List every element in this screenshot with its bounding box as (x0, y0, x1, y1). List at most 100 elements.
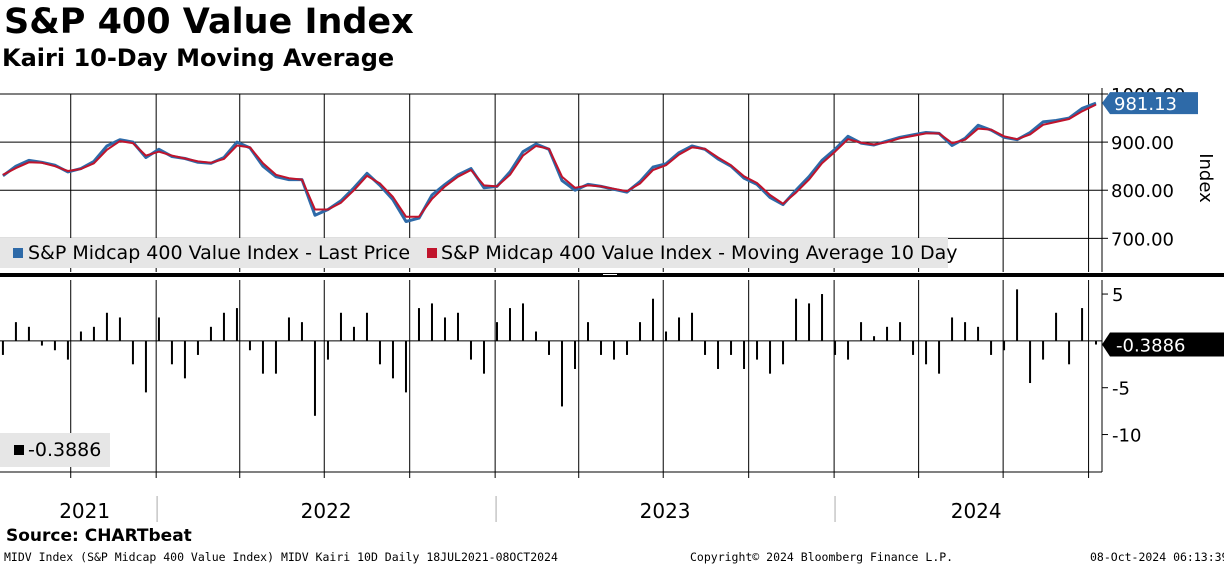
kairi-bar (105, 312, 108, 341)
kairi-bar (821, 294, 824, 341)
kairi-bar (404, 340, 407, 393)
x-axis-year-label: 2021 (59, 499, 110, 523)
kairi-bar (704, 340, 707, 355)
kairi-bar (873, 336, 876, 341)
kairi-bar (834, 340, 837, 355)
kairi-bar (66, 340, 69, 360)
kairi-bar (1095, 340, 1097, 345)
kairi-bar (925, 340, 928, 365)
kairi-bar (118, 317, 121, 341)
kairi-bar (235, 308, 238, 341)
kairi-bar (378, 340, 381, 365)
kairi-bar (678, 317, 681, 341)
kairi-bar (782, 340, 785, 365)
kairi-bar (665, 331, 668, 341)
kairi-bar (391, 340, 394, 379)
kairi-bar (756, 340, 759, 360)
kairi-bar (157, 317, 160, 341)
kairi-bar (938, 340, 941, 374)
kairi-bar (79, 331, 82, 341)
kairi-bar (951, 317, 954, 341)
source-label: Source: CHARTbeat (6, 526, 192, 546)
x-axis-year-label: 2022 (301, 499, 352, 523)
kairi-bar (1081, 308, 1084, 341)
kairi-bar (40, 340, 43, 346)
kairi-bar (691, 312, 694, 341)
kairi-bar (495, 322, 498, 341)
kairi-bar (183, 340, 186, 379)
kairi-bar (430, 303, 433, 341)
kairi-bar (144, 340, 147, 393)
kairi-bar (1016, 289, 1019, 341)
kairi-bar (795, 298, 798, 341)
kairi-bar (339, 312, 342, 341)
kairi-bar (326, 340, 329, 360)
lower-y-tick-label: 5 (1112, 285, 1123, 306)
kairi-bar (574, 340, 577, 369)
kairi-bar (274, 340, 277, 374)
kairi-bar (27, 326, 30, 341)
kairi-bar (600, 340, 603, 355)
kairi-bar (769, 340, 772, 374)
kairi-bar (313, 340, 316, 416)
kairi-bar (482, 340, 485, 374)
panel-divider-grip (603, 274, 617, 275)
kairi-bar (131, 340, 134, 365)
upper-y-tick-label: 900.00 (1111, 133, 1174, 154)
lower-y-tick-label: -10 (1112, 426, 1141, 447)
footer-timestamp: 08-Oct-2024 06:13:39 (1090, 550, 1224, 564)
last-price-tag-label: 981.13 (1114, 94, 1177, 115)
kairi-bar (365, 312, 368, 341)
kairi-bar (808, 303, 811, 341)
kairi-bar (613, 340, 616, 360)
kairi-bar (170, 340, 173, 365)
kairi-bar (652, 298, 655, 341)
kairi-bar (1068, 340, 1071, 365)
kairi-bar (717, 340, 720, 369)
upper-y-axis-title: Index (1195, 153, 1216, 203)
kairi-bar (443, 317, 446, 341)
kairi-last-value-tag-label: -0.3886 (1116, 336, 1185, 357)
kairi-bar (53, 340, 56, 351)
last-price-tag (1102, 92, 1198, 115)
kairi-bar (730, 340, 733, 355)
kairi-bar (886, 326, 889, 341)
kairi-bar (287, 317, 290, 341)
kairi-bar (743, 340, 746, 369)
kairi-bar (92, 326, 95, 341)
upper-y-tick-label: 800.00 (1111, 181, 1174, 202)
kairi-bar (990, 340, 993, 355)
kairi-bar (209, 326, 212, 341)
upper-legend-box (0, 238, 948, 268)
kairi-bar (196, 340, 199, 355)
kairi-bar (14, 322, 17, 341)
kairi-bar (508, 308, 511, 341)
series-line-moving-average (2, 103, 1097, 218)
kairi-bar (626, 340, 629, 355)
footer-copyright: Copyright© 2024 Bloomberg Finance L.P. (690, 550, 954, 564)
kairi-bar (561, 340, 564, 407)
kairi-bar (1055, 312, 1058, 341)
upper-y-tick-label: 700.00 (1111, 229, 1174, 250)
kairi-bar (860, 322, 863, 341)
legend-swatch-moving-average (427, 248, 437, 258)
kairi-bar (456, 312, 459, 341)
footer-left: MIDV Index (S&P Midcap 400 Value Index) … (4, 550, 558, 564)
legend-label-moving-average: S&P Midcap 400 Value Index - Moving Aver… (441, 242, 958, 264)
kairi-bar (1003, 340, 1006, 351)
kairi-bar (248, 340, 251, 351)
legend-label-last-price: S&P Midcap 400 Value Index - Last Price (28, 242, 410, 264)
kairi-bar (534, 331, 537, 341)
chart-subtitle: Kairi 10-Day Moving Average (2, 44, 395, 72)
kairi-bar (977, 326, 980, 341)
legend-swatch-last-price (13, 248, 23, 258)
kairi-bar (1029, 340, 1032, 384)
kairi-bar (912, 340, 915, 355)
kairi-bar (417, 308, 420, 341)
lower-panel-background (0, 280, 1102, 472)
kairi-last-value-tag (1102, 332, 1224, 357)
lower-y-tick-label: -5 (1112, 379, 1130, 400)
kairi-bar (587, 322, 590, 341)
kairi-bar (899, 322, 902, 341)
